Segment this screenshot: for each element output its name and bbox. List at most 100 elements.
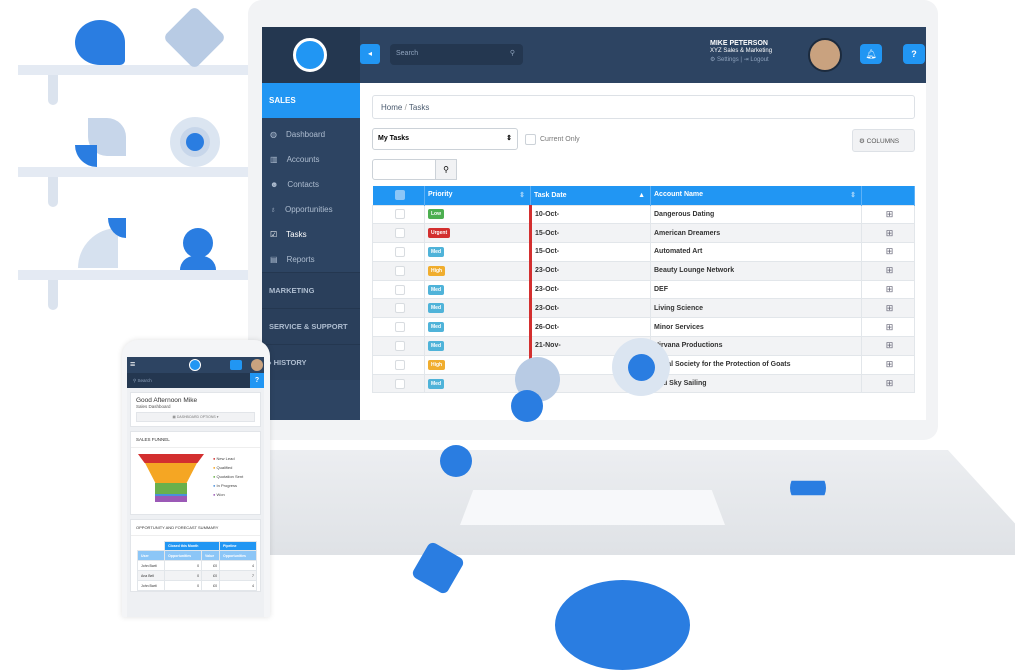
- table-row[interactable]: Med 23-Oct- Living Science ⊞: [372, 298, 915, 319]
- dashboard-options-button[interactable]: ▦ DASHBOARD OPTIONS ▾: [136, 412, 255, 422]
- user-avatar[interactable]: [251, 359, 263, 371]
- expand-row-icon[interactable]: ⊞: [861, 223, 915, 244]
- table-row[interactable]: Low 10-Oct- Dangerous Dating ⊞: [372, 204, 915, 225]
- funnel-segment-new-lead: [138, 454, 204, 463]
- account-name-cell[interactable]: Royal Society for the Protection of Goat…: [650, 354, 862, 375]
- priority-cell: Med: [424, 298, 531, 319]
- row-select-cell[interactable]: [372, 279, 425, 300]
- funnel-segment-in-progress: [155, 494, 187, 496]
- expand-row-icon[interactable]: ⊞: [861, 336, 915, 356]
- expand-row-icon[interactable]: ⊞: [861, 354, 915, 375]
- table-row[interactable]: Med Red Sky Sailing ⊞: [372, 373, 915, 394]
- account-name-cell[interactable]: Living Science: [650, 298, 862, 319]
- sidebar-section-history[interactable]: › HISTORY: [262, 344, 360, 380]
- row-checkbox[interactable]: [395, 228, 405, 239]
- row-checkbox[interactable]: [395, 359, 405, 370]
- expand-row-icon[interactable]: ⊞: [861, 298, 915, 319]
- row-checkbox[interactable]: [395, 209, 405, 220]
- table-row[interactable]: Med 21-Nov- Nirvana Productions ⊞: [372, 336, 915, 356]
- notifications-bell-icon[interactable]: [230, 360, 242, 370]
- row-select-cell[interactable]: [372, 260, 425, 281]
- task-view-value: My Tasks: [378, 135, 409, 142]
- task-date-cell: 10-Oct-: [529, 204, 651, 225]
- table-row[interactable]: Med 23-Oct- DEF ⊞: [372, 279, 915, 300]
- account-name-cell[interactable]: DEF: [650, 279, 862, 300]
- notifications-bell-icon[interactable]: 🔔︎: [860, 44, 882, 64]
- hamburger-menu-icon[interactable]: ≡: [130, 359, 136, 369]
- expand-row-icon[interactable]: ⊞: [861, 204, 915, 225]
- table-search-input[interactable]: [372, 159, 436, 180]
- table-row[interactable]: High Royal Society for the Protection of…: [372, 354, 915, 375]
- shelf: [18, 65, 248, 75]
- row-select-cell[interactable]: [372, 373, 425, 394]
- gear-icon: ⚙: [859, 138, 865, 145]
- expand-row-icon[interactable]: ⊞: [861, 373, 915, 394]
- logout-link[interactable]: ⇥ Logout: [743, 57, 769, 63]
- select-all-checkbox[interactable]: [394, 190, 405, 201]
- row-select-cell[interactable]: [372, 354, 425, 375]
- row-checkbox[interactable]: [395, 340, 405, 351]
- account-name-cell[interactable]: Dangerous Dating: [650, 204, 862, 225]
- deco-circle: [555, 580, 690, 670]
- account-name-cell[interactable]: Beauty Lounge Network: [650, 260, 862, 281]
- breadcrumb-home[interactable]: Home: [381, 103, 403, 112]
- collapse-sidebar-button[interactable]: ◂: [360, 44, 380, 64]
- row-select-cell[interactable]: [372, 317, 425, 338]
- row-select-cell[interactable]: [372, 223, 425, 244]
- table-search-button[interactable]: ⚲: [435, 159, 457, 180]
- task-date-header[interactable]: Task Date ▲: [530, 186, 651, 205]
- account-name-cell[interactable]: Red Sky Sailing: [650, 373, 862, 394]
- search-input[interactable]: Search ⚲: [390, 44, 523, 65]
- expand-row-icon[interactable]: ⊞: [861, 242, 915, 262]
- help-button[interactable]: ?: [250, 373, 264, 388]
- deco-diamond-shape: [162, 5, 227, 70]
- row-checkbox[interactable]: [395, 378, 405, 389]
- sidebar-item-dashboard[interactable]: ◍ Dashboard: [262, 122, 360, 147]
- settings-link[interactable]: ⚙ Settings: [710, 57, 739, 63]
- user-avatar[interactable]: [808, 38, 842, 72]
- expand-row-icon[interactable]: ⊞: [861, 279, 915, 300]
- row-select-cell[interactable]: [372, 298, 425, 319]
- account-name-cell[interactable]: Minor Services: [650, 317, 862, 338]
- row-select-cell[interactable]: [372, 204, 425, 225]
- row-checkbox[interactable]: [395, 322, 405, 333]
- row-checkbox[interactable]: [395, 246, 405, 257]
- row-checkbox[interactable]: [395, 303, 405, 314]
- sidebar-item-contacts[interactable]: ☻ Contacts: [262, 172, 360, 197]
- account-name-cell[interactable]: Automated Art: [650, 242, 862, 262]
- phone-search-input[interactable]: ⚲ Search ?: [127, 373, 264, 388]
- help-button[interactable]: ?: [903, 44, 925, 64]
- sidebar-item-reports[interactable]: ▤ Reports: [262, 247, 360, 272]
- sidebar-section-marketing[interactable]: MARKETING: [262, 272, 360, 308]
- sidebar-item-label: Tasks: [286, 230, 307, 239]
- account-name-cell[interactable]: Nirvana Productions: [650, 336, 862, 356]
- top-bar: ◂ Search ⚲ MIKE PETERSON XYZ Sales & Mar…: [262, 27, 926, 83]
- sidebar-item-accounts[interactable]: ▥ Accounts: [262, 147, 360, 172]
- shelf: [18, 167, 248, 177]
- row-checkbox[interactable]: [395, 284, 405, 295]
- row-checkbox[interactable]: [395, 265, 405, 276]
- row-select-cell[interactable]: [372, 242, 425, 262]
- task-view-select[interactable]: My Tasks ⇕: [372, 128, 518, 150]
- sidebar-section-sales[interactable]: SALES: [262, 83, 360, 118]
- user-name: MIKE PETERSON: [710, 40, 768, 47]
- main-content: Home / Tasks My Tasks ⇕ Current Only ⚙ C…: [360, 83, 926, 420]
- table-row[interactable]: Urgent 15-Oct- American Dreamers ⊞: [372, 223, 915, 244]
- expand-row-icon[interactable]: ⊞: [861, 260, 915, 281]
- deco-quarter-shape: [75, 145, 97, 167]
- table-row[interactable]: High 23-Oct- Beauty Lounge Network ⊞: [372, 260, 915, 281]
- priority-header[interactable]: Priority ⇕: [424, 186, 531, 205]
- table-row[interactable]: Med 26-Oct- Minor Services ⊞: [372, 317, 915, 338]
- sidebar-section-service-support[interactable]: SERVICE & SUPPORT: [262, 308, 360, 344]
- columns-button[interactable]: ⚙ COLUMNS: [852, 129, 915, 152]
- sidebar-item-tasks[interactable]: ☑ Tasks: [262, 222, 360, 247]
- row-select-cell[interactable]: [372, 336, 425, 356]
- priority-badge: High: [428, 265, 446, 276]
- expand-row-icon[interactable]: ⊞: [861, 317, 915, 338]
- select-all-header[interactable]: [372, 186, 425, 205]
- current-only-checkbox[interactable]: [525, 134, 536, 145]
- account-name-cell[interactable]: American Dreamers: [650, 223, 862, 244]
- table-row[interactable]: Med 15-Oct- Automated Art ⊞: [372, 242, 915, 262]
- sidebar-item-opportunities[interactable]: ♁ Opportunities: [262, 197, 360, 222]
- account-name-header[interactable]: Account Name ⇕: [650, 186, 862, 205]
